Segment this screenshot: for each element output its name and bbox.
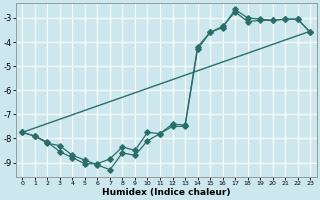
X-axis label: Humidex (Indice chaleur): Humidex (Indice chaleur) [102,188,230,197]
